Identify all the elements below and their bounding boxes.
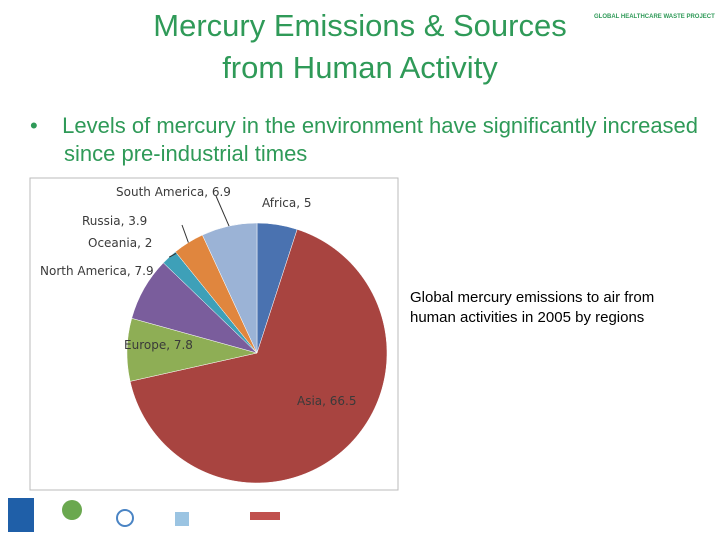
brand: GLOBAL HEALTHCARE WASTE PROJECT [594,14,715,20]
pie-slice [202,222,258,354]
data-label: Oceania, 2 [88,236,152,250]
data-label: Africa, 5 [262,196,312,210]
data-label: Russia, 3.9 [82,214,147,228]
data-label: Europe, 7.8 [124,338,193,352]
bullet: • Levels of mercury in the environment h… [30,113,699,166]
slide-title: from Human Activity [222,50,498,85]
data-label: South America, 6.9 [116,185,231,199]
bullet-text: Levels of mercury in the environment hav… [62,113,699,166]
data-label: North America, 7.9 [40,264,154,278]
footer-logos [8,498,280,532]
pie-slice [129,229,388,484]
caption: Global mercury emissions to air from hum… [410,289,655,326]
leader-line [215,195,230,227]
data-label: Asia, 66.5 [297,394,357,408]
leader-line [181,224,189,243]
slide-title: Mercury Emissions & Sources [153,8,567,43]
